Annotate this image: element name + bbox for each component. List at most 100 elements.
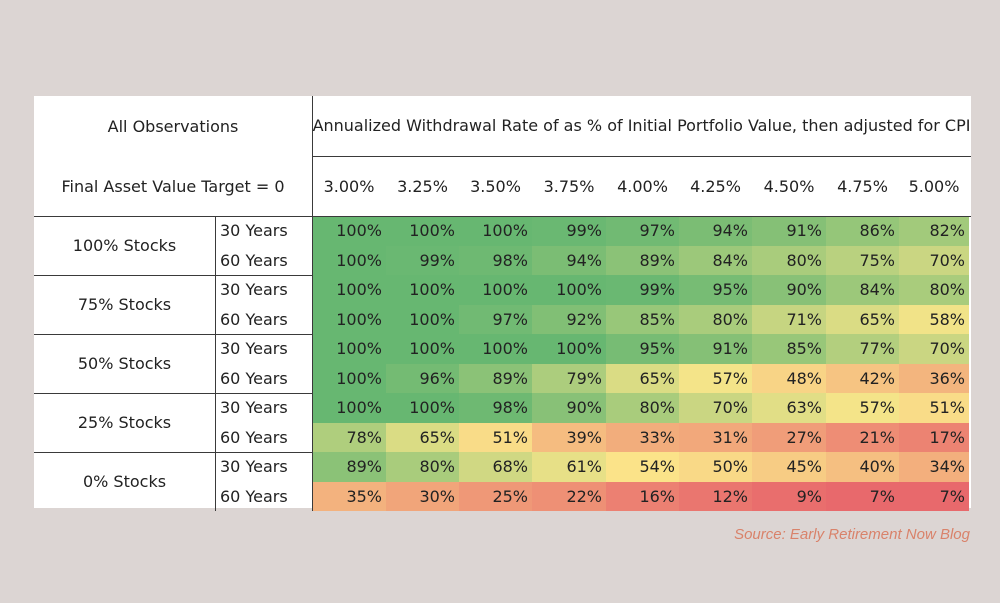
heatmap-cell: 98% (459, 393, 532, 423)
allocation-label: 75% Stocks (77, 295, 172, 314)
heatmap-cell: 100% (312, 216, 386, 246)
heatmap-cell: 97% (606, 216, 679, 246)
horizon-label: 30 Years (220, 398, 288, 418)
heatmap-cell: 89% (312, 452, 386, 482)
heatmap-cell: 100% (386, 216, 459, 246)
heatmap-cell: 61% (532, 452, 606, 482)
heatmap-cell: 84% (826, 275, 899, 305)
heatmap-cell: 7% (826, 481, 899, 511)
divider-vertical (215, 216, 216, 511)
column-separator (459, 156, 460, 216)
column-header: 3.25% (397, 176, 448, 196)
heatmap-cell: 57% (826, 393, 899, 423)
heatmap-cell: 58% (899, 304, 969, 334)
heatmap-cell: 85% (752, 334, 826, 364)
column-header: 3.75% (543, 176, 595, 196)
horizon-label: 60 Years (220, 368, 288, 388)
heatmap-cell: 100% (312, 245, 386, 275)
heatmap-cell: 79% (532, 363, 606, 393)
horizon-label: 60 Years (220, 486, 288, 506)
heatmap-cell: 68% (459, 452, 532, 482)
divider-horizontal (34, 216, 971, 217)
heatmap-cell: 42% (826, 363, 899, 393)
heatmap-cell: 78% (312, 422, 386, 452)
heatmap-cell: 57% (679, 363, 752, 393)
group-divider (34, 393, 312, 394)
heatmap-cell: 30% (386, 481, 459, 511)
corner-title: All Observations (107, 116, 239, 136)
heatmap-cell: 71% (752, 304, 826, 334)
column-header: 4.25% (690, 176, 741, 196)
table-title: Annualized Withdrawal Rate of as % of In… (312, 116, 971, 135)
heatmap-cell: 17% (899, 422, 969, 452)
heatmap-cell: 100% (312, 334, 386, 364)
group-divider (34, 275, 312, 276)
heatmap-cell: 54% (606, 452, 679, 482)
heatmap-cell: 80% (752, 245, 826, 275)
horizon-label: 30 Years (220, 221, 288, 241)
heatmap-cell: 50% (679, 452, 752, 482)
heatmap-cell: 100% (386, 334, 459, 364)
heatmap-cell: 48% (752, 363, 826, 393)
group-divider (34, 452, 312, 453)
allocation-label: 25% Stocks (77, 413, 172, 432)
heatmap-cell: 95% (679, 275, 752, 305)
horizon-label: 30 Years (220, 339, 288, 359)
column-header: 3.50% (470, 176, 521, 196)
heatmap-cell: 100% (459, 216, 532, 246)
heatmap-cell: 90% (532, 393, 606, 423)
heatmap-cell: 70% (899, 245, 969, 275)
column-header: 4.50% (763, 176, 815, 196)
heatmap-cell: 91% (679, 334, 752, 364)
heatmap-cell: 12% (679, 481, 752, 511)
allocation-label: 100% Stocks (72, 236, 177, 255)
heatmap-cell: 7% (899, 481, 969, 511)
heatmap-cell: 65% (606, 363, 679, 393)
column-header: 5.00% (908, 176, 960, 196)
heatmap-cell: 100% (532, 275, 606, 305)
heatmap-cell: 51% (459, 422, 532, 452)
heatmap-cell: 99% (532, 216, 606, 246)
horizon-label: 30 Years (220, 457, 288, 477)
heatmap-cell: 22% (532, 481, 606, 511)
heatmap-cell: 100% (386, 304, 459, 334)
source-credit: Source: Early Retirement Now Blog (734, 526, 970, 543)
heatmap-cell: 100% (312, 363, 386, 393)
divider-vertical (312, 96, 313, 511)
horizon-label: 60 Years (220, 250, 288, 270)
heatmap-cell: 98% (459, 245, 532, 275)
column-separator (386, 156, 387, 216)
heatmap-cell: 33% (606, 422, 679, 452)
heatmap-cell: 35% (312, 481, 386, 511)
heatmap-cell: 63% (752, 393, 826, 423)
divider-horizontal (312, 156, 971, 157)
heatmap-cell: 80% (606, 393, 679, 423)
heatmap-cell: 91% (752, 216, 826, 246)
horizon-label: 30 Years (220, 280, 288, 300)
heatmap-cell: 40% (826, 452, 899, 482)
column-header: 4.00% (617, 176, 668, 196)
heatmap-cell: 89% (459, 363, 532, 393)
heatmap-cell: 94% (532, 245, 606, 275)
heatmap-cell: 92% (532, 304, 606, 334)
heatmap-cell: 96% (386, 363, 459, 393)
success-rate-table: All Observations Final Asset Value Targe… (34, 96, 971, 511)
target-label: Final Asset Value Target = 0 (61, 176, 285, 196)
heatmap-cell: 89% (606, 245, 679, 275)
heatmap-cell: 27% (752, 422, 826, 452)
heatmap-cell: 100% (532, 334, 606, 364)
heatmap-cell: 97% (459, 304, 532, 334)
heatmap-cell: 95% (606, 334, 679, 364)
heatmap-cell: 77% (826, 334, 899, 364)
heatmap-cell: 45% (752, 452, 826, 482)
heatmap-cell: 100% (312, 275, 386, 305)
column-separator (899, 156, 900, 216)
column-header: 3.00% (323, 176, 375, 196)
heatmap-cell: 34% (899, 452, 969, 482)
heatmap-cell: 90% (752, 275, 826, 305)
horizon-label: 60 Years (220, 309, 288, 329)
group-divider (34, 334, 312, 335)
heatmap-cell: 25% (459, 481, 532, 511)
heatmap-cell: 100% (312, 393, 386, 423)
heatmap-cell: 100% (459, 334, 532, 364)
